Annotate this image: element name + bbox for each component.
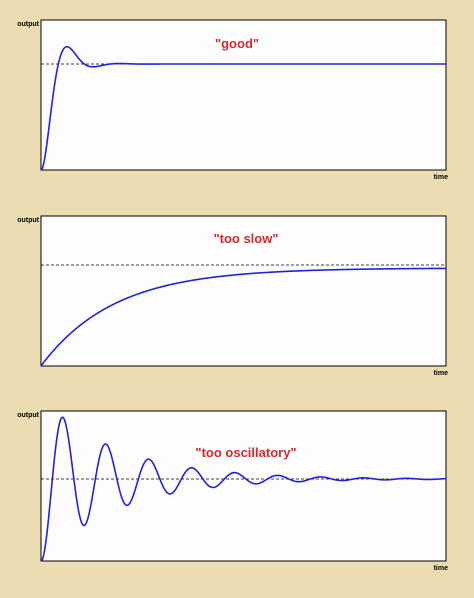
- caption: "good": [215, 36, 259, 51]
- caption: "too oscillatory": [195, 445, 296, 460]
- caption: "too slow": [213, 231, 278, 246]
- plot-frame: [40, 410, 447, 562]
- plot-frame: [40, 215, 447, 367]
- y-axis-label: output: [17, 412, 39, 419]
- plot-frame: [40, 19, 447, 171]
- x-axis-label: time: [434, 565, 449, 572]
- x-axis-label: time: [434, 370, 449, 377]
- response-curve: [40, 416, 447, 562]
- y-axis-label: output: [17, 21, 39, 28]
- response-curve: [40, 45, 446, 171]
- x-axis-label: time: [434, 174, 449, 181]
- response-curve: [40, 267, 446, 367]
- y-axis-label: output: [17, 217, 39, 224]
